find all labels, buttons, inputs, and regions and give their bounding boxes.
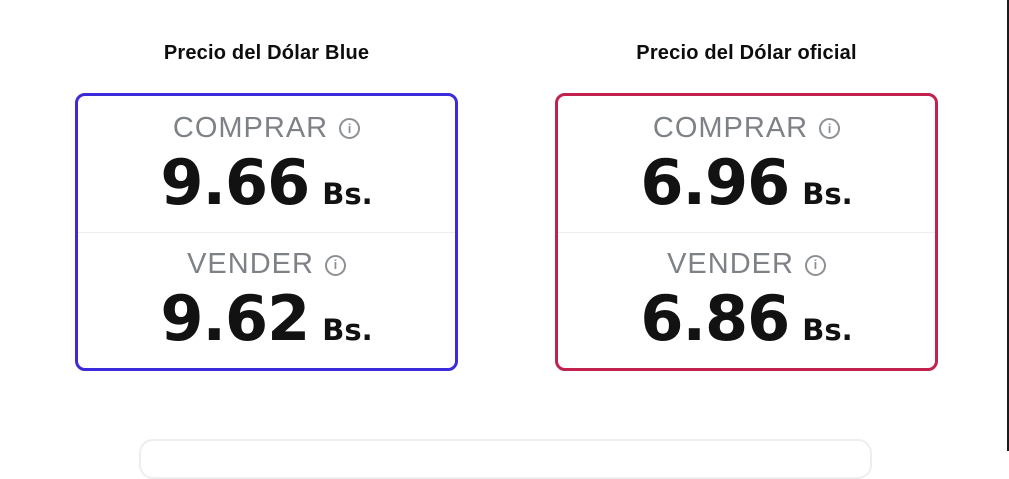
- buy-value: 6.96: [640, 145, 790, 219]
- currency-label: Bs.: [322, 313, 373, 348]
- buy-row: COMPRAR i 6.96 Bs.: [558, 96, 935, 233]
- exchange-rates-page: { "cards": [ { "title": "Precio del Dóla…: [75, 0, 1009, 479]
- info-icon[interactable]: i: [819, 118, 841, 140]
- dolar-blue-card: COMPRAR i 9.66 Bs. VENDER i 9.62 Bs.: [75, 93, 458, 371]
- info-icon[interactable]: i: [339, 118, 361, 140]
- sell-value: 9.62: [160, 282, 310, 356]
- dolar-oficial-card: COMPRAR i 6.96 Bs. VENDER i 6.86 Bs.: [555, 93, 938, 371]
- sell-value: 6.86: [640, 282, 790, 356]
- sell-row: VENDER i 9.62 Bs.: [78, 233, 455, 369]
- sell-value-row: 6.86 Bs.: [640, 286, 852, 351]
- dolar-blue-title: Precio del Dólar Blue: [163, 42, 370, 64]
- sell-label-row: VENDER i: [667, 248, 826, 281]
- sell-label-row: VENDER i: [187, 248, 346, 281]
- info-icon[interactable]: i: [804, 254, 826, 276]
- currency-label: Bs.: [802, 176, 853, 211]
- buy-label: COMPRAR: [172, 111, 329, 144]
- buy-label: COMPRAR: [652, 111, 809, 144]
- sell-value-row: 9.62 Bs.: [160, 286, 372, 351]
- buy-value-row: 6.96 Bs.: [640, 150, 852, 215]
- dolar-oficial-section: Precio del Dólar oficial COMPRAR i 6.96 …: [555, 0, 938, 451]
- currency-label: Bs.: [802, 313, 853, 348]
- sell-label: VENDER: [667, 248, 794, 281]
- bottom-partial-card: [139, 439, 872, 479]
- window-right-edge: [1007, 0, 1009, 451]
- buy-label-row: COMPRAR i: [172, 111, 361, 145]
- sell-row: VENDER i 6.86 Bs.: [558, 233, 935, 369]
- buy-row: COMPRAR i 9.66 Bs.: [78, 96, 455, 233]
- buy-value: 9.66: [160, 145, 310, 219]
- buy-value-row: 9.66 Bs.: [160, 150, 372, 215]
- dolar-oficial-title: Precio del Dólar oficial: [636, 42, 857, 64]
- info-icon[interactable]: i: [324, 254, 346, 276]
- buy-label-row: COMPRAR i: [652, 111, 841, 145]
- currency-label: Bs.: [322, 176, 373, 211]
- sell-label: VENDER: [187, 248, 314, 281]
- dolar-blue-section: Precio del Dólar Blue COMPRAR i 9.66 Bs.…: [75, 0, 458, 451]
